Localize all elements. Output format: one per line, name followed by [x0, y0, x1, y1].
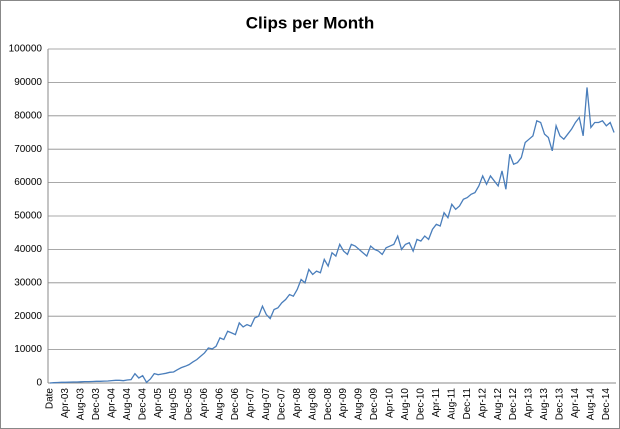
x-tick-label: Dec-03 [91, 388, 102, 421]
data-line [49, 87, 615, 384]
x-tick-label: Apr-14 [570, 388, 581, 418]
y-tick-label: 40000 [14, 244, 42, 255]
x-tick-label: Dec-08 [323, 388, 334, 421]
x-tick-label: Aug-07 [261, 388, 272, 421]
x-tick-label: Aug-10 [400, 388, 411, 421]
x-tick-label: Apr-04 [106, 388, 117, 418]
x-tick-label: Apr-13 [524, 388, 535, 418]
x-tick-label: Aug-14 [586, 388, 597, 421]
x-tick-label: Dec-06 [230, 388, 241, 421]
chart-title: Clips per Month [246, 13, 374, 32]
x-tick-label: Aug-09 [354, 388, 365, 421]
x-tick-label: Aug-11 [446, 388, 457, 420]
y-tick-label: 0 [36, 378, 42, 389]
x-tick-label: Aug-06 [215, 388, 226, 421]
x-tick-label: Apr-07 [245, 388, 256, 418]
x-tick-label: Aug-04 [122, 388, 133, 421]
x-tick-label: Apr-05 [153, 388, 164, 418]
x-tick-label: Dec-12 [508, 388, 519, 421]
x-tick-label: Date [45, 388, 56, 410]
y-tick-label: 20000 [14, 311, 42, 322]
x-tick-label: Apr-08 [292, 388, 303, 418]
x-tick-label: Aug-03 [75, 388, 86, 421]
x-tick-label: Aug-13 [539, 388, 550, 421]
x-tick-label: Apr-12 [477, 388, 488, 418]
y-tick-label: 90000 [14, 77, 42, 88]
x-tick-label: Dec-11 [462, 388, 473, 420]
x-tick-label: Dec-04 [137, 388, 148, 421]
y-tick-label: 60000 [14, 177, 42, 188]
x-tick-label: Apr-03 [60, 388, 71, 418]
y-tick-label: 80000 [14, 110, 42, 121]
x-tick-label: Dec-09 [369, 388, 380, 421]
x-tick-label: Apr-06 [199, 388, 210, 418]
x-tick-label: Aug-05 [168, 388, 179, 421]
x-tick-label: Aug-08 [307, 388, 318, 421]
x-tick-label: Dec-07 [276, 388, 287, 421]
x-tick-label: Dec-05 [184, 388, 195, 421]
y-tick-label: 10000 [14, 344, 42, 355]
x-tick-label: Dec-10 [416, 388, 427, 421]
x-tick-label: Apr-09 [338, 388, 349, 418]
x-tick-label: Dec-13 [555, 388, 566, 421]
x-tick-label: Apr-11 [431, 388, 442, 418]
y-tick-label: 30000 [14, 277, 42, 288]
x-tick-label: Dec-14 [601, 388, 612, 421]
y-tick-label: 100000 [9, 44, 43, 55]
x-tick-label: Apr-10 [385, 388, 396, 418]
y-tick-label: 50000 [14, 211, 42, 222]
x-tick-label: Aug-12 [493, 388, 504, 421]
y-tick-label: 70000 [14, 144, 42, 155]
